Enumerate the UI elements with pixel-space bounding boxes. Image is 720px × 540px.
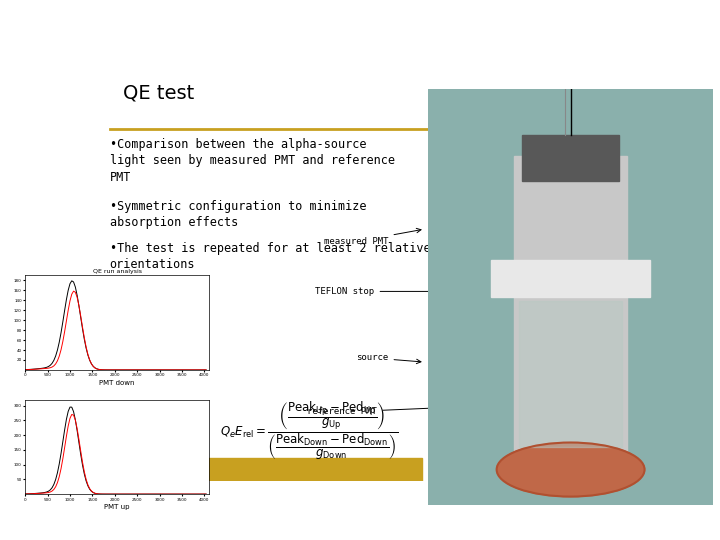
Ellipse shape xyxy=(497,443,644,497)
Text: source: source xyxy=(356,354,421,363)
Text: QE test: QE test xyxy=(124,84,194,103)
Text: $Q_e E_{\rm rel} = \dfrac{\left(\dfrac{{\rm Peak}_{\rm Up} - {\rm Ped}_{\rm Up}}: $Q_e E_{\rm rel} = \dfrac{\left(\dfrac{{… xyxy=(220,400,399,462)
Bar xyxy=(522,135,619,180)
Bar xyxy=(90,458,422,481)
X-axis label: PMT down: PMT down xyxy=(99,380,135,386)
Text: TEFLON stop: TEFLON stop xyxy=(315,287,435,296)
Title: QE run analysis: QE run analysis xyxy=(92,269,142,274)
Bar xyxy=(519,301,622,447)
Text: •The test is repeated for at least 2 relative
orientations: •The test is repeated for at least 2 rel… xyxy=(109,241,430,271)
Text: 19: 19 xyxy=(622,467,634,476)
Text: •Comparison between the alpha-source
light seen by measured PMT and reference
PM: •Comparison between the alpha-source lig… xyxy=(109,138,395,184)
Text: measured PMT: measured PMT xyxy=(324,228,421,246)
Text: •Symmetric configuration to minimize
absorption effects: •Symmetric configuration to minimize abs… xyxy=(109,200,366,230)
X-axis label: PMT up: PMT up xyxy=(104,504,130,510)
Bar xyxy=(491,260,650,297)
Bar xyxy=(514,156,628,455)
Text: reference PMT: reference PMT xyxy=(307,406,435,416)
